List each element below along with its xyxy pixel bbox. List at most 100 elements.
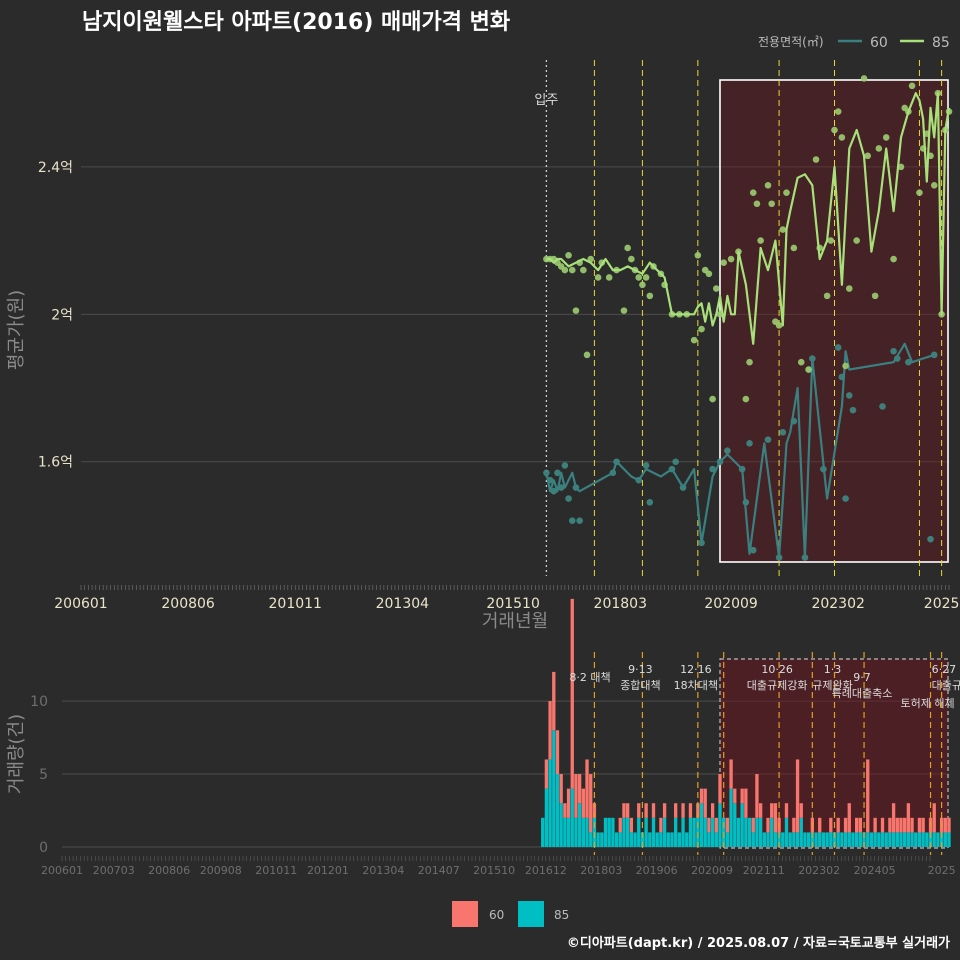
volume-legend: 60 85 <box>452 901 569 927</box>
volume-bar-60 <box>888 817 892 833</box>
volume-bar-60 <box>729 759 733 789</box>
volume-bar-85 <box>581 817 585 847</box>
volume-bar-60 <box>917 817 922 833</box>
volume-bar-85 <box>943 832 947 847</box>
price-point-85 <box>775 322 783 329</box>
price-point-85 <box>720 259 727 267</box>
volume-bar-85 <box>847 832 851 847</box>
volume-bar-60 <box>592 803 597 818</box>
volume-legend-swatch-60 <box>452 901 478 927</box>
volume-bar-85 <box>747 817 752 847</box>
price-point-85 <box>764 182 772 189</box>
volume-bar-85 <box>710 817 715 847</box>
price-point-85 <box>628 255 635 263</box>
volume-bar-85 <box>744 817 748 847</box>
price-y-tick-label: 2억 <box>51 307 73 323</box>
volume-bar-85 <box>681 817 685 847</box>
price-point-85 <box>797 358 805 366</box>
price-x-tick-label: 2025 <box>924 596 960 612</box>
volume-x-tick-label: 202405 <box>854 864 896 877</box>
volume-bar-85 <box>888 832 892 847</box>
volume-bar-85 <box>891 832 896 847</box>
volume-bar-60 <box>751 817 755 833</box>
volume-bar-85 <box>692 817 696 847</box>
volume-bar-60 <box>854 817 859 833</box>
volume-bar-85 <box>906 832 911 847</box>
price-point-60 <box>842 495 849 502</box>
price-point-85 <box>620 307 628 314</box>
volume-bar-60 <box>910 817 914 833</box>
volume-bar-60 <box>681 803 685 818</box>
price-x-tick-label: 201510 <box>486 596 539 612</box>
chart-title: 남지이원웰스타 아파트(2016) 매매가격 변화 <box>82 10 510 35</box>
volume-bar-85 <box>589 832 593 847</box>
price-point-60 <box>890 347 897 355</box>
price-point-85 <box>709 395 716 403</box>
volume-bar-85 <box>939 832 944 847</box>
volume-bar-60 <box>703 788 707 818</box>
volume-bar-85 <box>884 832 888 847</box>
price-point-85 <box>845 285 853 292</box>
volume-bar-85 <box>766 832 770 847</box>
volume-bar-85 <box>751 832 755 847</box>
volume-bar-85 <box>821 832 826 847</box>
volume-bar-85 <box>725 832 730 847</box>
volume-y-ticks: 0 5 10 <box>30 694 48 856</box>
volume-bar-60 <box>718 774 722 804</box>
policy-label: 대출규제강화 <box>747 679 808 692</box>
volume-bar-60 <box>696 803 700 818</box>
policy-label: 9·13 <box>628 663 653 676</box>
volume-bar-85 <box>928 832 933 847</box>
policy-label: 토허제 해제 <box>901 696 955 710</box>
volume-bar-85 <box>903 832 907 847</box>
volume-bar-60 <box>662 803 667 818</box>
volume-x-tick-label: 201407 <box>418 864 460 877</box>
volume-bar-85 <box>563 817 567 847</box>
volume-bar-85 <box>577 803 582 847</box>
price-point-60 <box>879 403 886 410</box>
volume-bar-85 <box>603 817 608 847</box>
price-point-85 <box>842 362 849 370</box>
volume-bar-60 <box>836 817 840 833</box>
volume-bar-60 <box>758 803 763 818</box>
volume-bar-60 <box>770 803 774 818</box>
volume-bar-60 <box>795 759 800 833</box>
price-point-85 <box>875 145 883 152</box>
volume-bar-85 <box>910 832 914 847</box>
volume-bar-85 <box>836 832 840 847</box>
volume-bar-60 <box>544 759 549 789</box>
legend-label-85: 85 <box>932 35 950 51</box>
volume-bar-85 <box>925 832 929 847</box>
volume-bar-85 <box>607 817 611 847</box>
volume-bar-85 <box>803 832 807 847</box>
volume-bar-60 <box>891 803 896 833</box>
volume-bar-60 <box>552 671 556 731</box>
volume-bar-85 <box>799 817 803 847</box>
volume-bar-60 <box>589 774 593 833</box>
price-point-85 <box>694 252 702 259</box>
volume-bar-85 <box>622 817 626 847</box>
volume-bar-85 <box>574 817 578 847</box>
volume-bar-85 <box>707 832 711 847</box>
volume-bar-85 <box>729 788 733 847</box>
volume-bar-85 <box>854 832 859 847</box>
volume-bar-85 <box>777 832 781 847</box>
price-point-60 <box>576 517 583 525</box>
volume-bar-85 <box>914 832 918 847</box>
volume-bar-85 <box>552 730 556 847</box>
price-x-tick-label: 202302 <box>811 596 864 612</box>
price-point-60 <box>550 487 558 495</box>
volume-x-tick-label: 201304 <box>362 864 404 877</box>
volume-bar-60 <box>784 803 789 818</box>
volume-y-tick-label: 5 <box>39 767 48 783</box>
volume-legend-label-60: 60 <box>489 908 504 922</box>
volume-bar-85 <box>677 832 682 847</box>
volume-bar-60 <box>733 788 737 804</box>
price-point-60 <box>554 469 561 477</box>
legend-label-60: 60 <box>870 35 888 51</box>
volume-bar-60 <box>581 788 585 818</box>
price-point-60 <box>672 458 679 466</box>
volume-bar-85 <box>651 817 656 847</box>
volume-bar-85 <box>548 759 552 847</box>
price-gridlines <box>81 166 949 463</box>
